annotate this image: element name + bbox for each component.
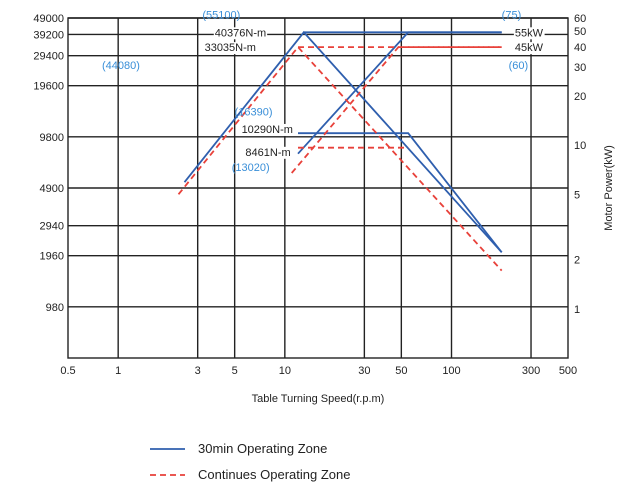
- annotation-label: 45kW: [515, 42, 544, 54]
- y2-tick-label: 20: [574, 91, 586, 103]
- annotation-label: 40376N-m: [215, 27, 266, 39]
- annotation-label: 10290N-m: [242, 124, 293, 136]
- series-line-continuous: [177, 45, 503, 272]
- y2-tick-label: 2: [574, 255, 580, 267]
- y-tick-label: 980: [46, 302, 64, 314]
- y2-tick-label: 40: [574, 42, 586, 54]
- series-line-continuous: [291, 46, 502, 174]
- grid-layer: [68, 17, 568, 358]
- annotation-bg: [203, 42, 257, 55]
- y2-tick-label: 5: [574, 189, 580, 201]
- y2-tick-label: 60: [574, 13, 586, 25]
- y2-tick-label: 10: [574, 140, 586, 152]
- annotation-layer: 40376N-m 33035N-m (55100) (44080) (75) 55kW 45…: [102, 9, 545, 174]
- annotation-label: (75): [502, 9, 522, 21]
- y-tick-label: 39200: [33, 29, 64, 41]
- series-line-30min: [297, 31, 502, 155]
- y-tick-label: 4900: [40, 183, 64, 195]
- annotation-bg: [244, 146, 292, 159]
- annotation-bg: [513, 27, 545, 40]
- annotation-label: (44080): [102, 60, 140, 72]
- legend: 30min Operating Zone Continues Operating…: [150, 441, 350, 482]
- annotation-bg: [213, 27, 268, 40]
- x-tick-label: 300: [522, 365, 540, 377]
- legend-label-continuous: Continues Operating Zone: [198, 467, 350, 482]
- series-line-30min: [298, 132, 503, 253]
- y2-axis-title: Motor Power(kW): [603, 145, 615, 231]
- annotation-label: (16390): [235, 107, 273, 119]
- x-tick-label: 10: [279, 365, 291, 377]
- y-tick-label: 1960: [40, 251, 64, 263]
- plot-frame: [67, 17, 569, 359]
- y-tick-label: 2940: [40, 221, 64, 233]
- y-tick-label: 49000: [33, 13, 64, 25]
- x-tick-label: 1: [115, 365, 121, 377]
- annotation-bg: [513, 42, 545, 55]
- legend-label-30min: 30min Operating Zone: [198, 441, 327, 456]
- annotation-label: 8461N-m: [245, 147, 290, 159]
- x-axis-title: Table Turning Speed(r.p.m): [252, 393, 385, 405]
- y2-tick-label: 50: [574, 26, 586, 38]
- y2-tick-label: 30: [574, 62, 586, 74]
- x-tick-label: 0.5: [60, 365, 75, 377]
- annotation-bg: [240, 123, 294, 136]
- x-tick-label: 50: [395, 365, 407, 377]
- y-tick-label: 9800: [40, 132, 64, 144]
- annotation-label: (55100): [202, 9, 240, 21]
- series-layer: [177, 30, 503, 272]
- y-tick-label: 19600: [33, 81, 64, 93]
- x-tick-label: 30: [358, 365, 370, 377]
- annotation-label: 33035N-m: [205, 42, 256, 54]
- y-axis-ticks: 49000 39200 29400 19600 9800 4900 2940 1960 980: [33, 13, 64, 314]
- x-tick-label: 500: [559, 365, 577, 377]
- annotation-label: 55kW: [515, 27, 544, 39]
- x-tick-label: 5: [232, 365, 238, 377]
- x-tick-label: 100: [442, 365, 460, 377]
- x-tick-label: 3: [195, 365, 201, 377]
- annotation-label: (13020): [232, 162, 270, 174]
- x-axis-ticks: 0.5 1 3 5 10 30 50 100 300 500: [60, 365, 577, 377]
- y-tick-label: 29400: [33, 51, 64, 63]
- annotation-label: (60): [509, 60, 529, 72]
- y2-tick-label: 1: [574, 304, 580, 316]
